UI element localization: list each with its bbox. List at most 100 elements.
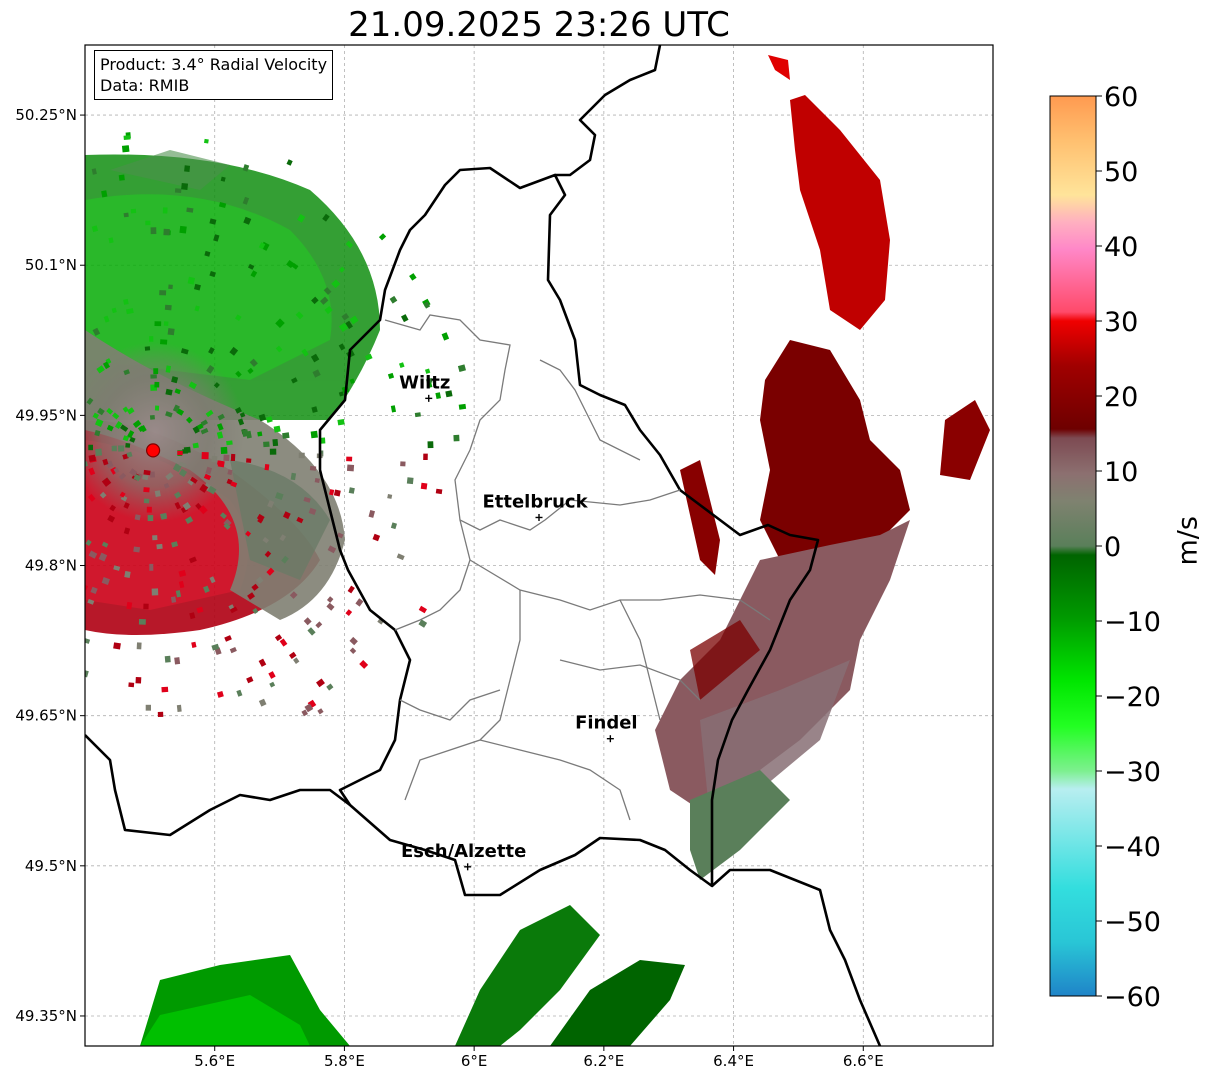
city-label: Esch/Alzette [401, 841, 526, 862]
echo-pixel [289, 591, 298, 599]
echo-pixel [349, 315, 359, 325]
echo-pixel [338, 322, 349, 333]
city-label: Wiltz [399, 372, 450, 393]
echo-pixel [123, 527, 131, 535]
echo-pixel [207, 485, 217, 495]
echo-pixel [263, 441, 270, 448]
echo-pixel [178, 468, 188, 478]
echo-pixel [127, 430, 135, 439]
echo-pixel [359, 660, 369, 669]
echo-pixel [118, 472, 127, 480]
radar-echoes [85, 55, 990, 1046]
echo-pixel [337, 418, 345, 426]
echo-pixel [316, 678, 325, 688]
echo-pixel [218, 202, 227, 209]
map-frame [84, 44, 994, 1047]
echo-pixel [274, 634, 283, 642]
echo-pixel [154, 405, 160, 411]
echo-pixel [229, 346, 239, 356]
echo-pixel [136, 642, 142, 650]
colorbar-unit-label: m/s [1172, 516, 1204, 566]
echo-pixel [242, 164, 250, 172]
echo-pixel [282, 511, 291, 520]
echo-pixel [149, 414, 155, 420]
lat-tick-label: 49.65°N [15, 707, 77, 725]
echo-pixel [235, 407, 242, 414]
lon-tick-label: 6°E [461, 1052, 488, 1070]
echo-pixel [174, 388, 181, 395]
echo-pixel [85, 669, 89, 678]
echo-pixel [108, 237, 114, 244]
echo-pixel [122, 406, 129, 413]
echo-pixel [269, 448, 277, 455]
echo-pixel [204, 138, 209, 144]
city-findel: Findel [575, 713, 638, 743]
echo-pixel [249, 358, 258, 367]
echo-pixel [314, 478, 320, 483]
echo-pixel [111, 445, 117, 452]
colorbar-tick-label: −40 [1104, 832, 1161, 863]
echo-pixel [368, 510, 375, 518]
colorbar-ticks: 60 50 40 30 20 10 0 −10 −20 −30 −40 −50 −60 [1096, 82, 1161, 1013]
echo-pixel [209, 270, 216, 278]
echo-pixel [129, 436, 136, 443]
lat-tick-label: 50.1°N [25, 256, 77, 274]
lon-tick-label: 5.6°E [194, 1052, 235, 1070]
echo-pixel [230, 481, 238, 488]
echo-pixel [90, 586, 98, 595]
echo-pixel [140, 424, 147, 433]
echo-pixel [289, 651, 297, 659]
echo-pixel [194, 283, 201, 291]
echo-pixel [311, 296, 319, 305]
echo-pixel [126, 601, 133, 610]
echo-pixel [341, 313, 350, 321]
echo-south-green [140, 905, 685, 1046]
echo-pixel [389, 295, 398, 304]
echo-pixel [236, 689, 243, 697]
echo-pixel [92, 327, 101, 336]
echo-pixel [196, 606, 204, 614]
echo-pixel [165, 472, 174, 481]
echo-pixel [387, 372, 395, 380]
echo-pixel [250, 270, 258, 278]
canton-lines [384, 314, 771, 821]
echo-pixel [247, 592, 255, 600]
echo-pixel [88, 550, 98, 559]
echo-pixel [414, 412, 421, 418]
echo-pixel [329, 489, 335, 496]
echo-pixel [326, 683, 334, 691]
echo-pixel [248, 263, 255, 270]
echo-pixel [119, 491, 126, 498]
echo-pixel [149, 471, 156, 478]
echo-pixel [339, 266, 345, 273]
echo-pixel [333, 489, 341, 497]
echo-pixel [191, 641, 197, 648]
echo-pixel [157, 711, 164, 718]
echo-pixel [323, 287, 332, 295]
echo-pixel [123, 502, 130, 509]
echo-pixel [409, 273, 417, 281]
echo-pixel [154, 381, 160, 388]
echo-pixel [112, 412, 120, 420]
echo-pixel [159, 290, 167, 296]
colorbar-tick-label: −60 [1104, 982, 1161, 1013]
echo-pixel [186, 207, 194, 213]
echo-pixel [123, 135, 131, 141]
echo-pixel [266, 416, 273, 423]
echo-pixel [400, 461, 406, 467]
echo-pixel [296, 516, 304, 524]
echo-pixel [178, 461, 187, 468]
colorbar-tick-label: 60 [1104, 82, 1138, 113]
echo-pixel [396, 553, 405, 561]
echo-pixel [273, 425, 281, 433]
lat-tick-label: 49.95°N [15, 406, 77, 424]
colorbar-scale [1050, 96, 1096, 996]
echo-pixel [114, 421, 123, 429]
echo-pixel [143, 487, 150, 493]
echo-pixel [345, 320, 353, 330]
echo-pixel [145, 704, 151, 711]
echo-pixel [150, 227, 157, 235]
echo-pixel [220, 176, 226, 182]
echo-pixel [211, 455, 218, 463]
echo-pixel [101, 577, 110, 585]
